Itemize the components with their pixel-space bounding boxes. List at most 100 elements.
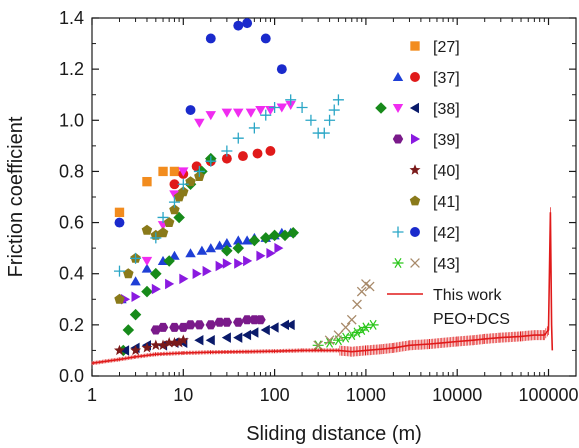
data-point — [178, 186, 189, 197]
series-8 — [114, 334, 189, 356]
data-point — [179, 273, 189, 285]
data-point — [221, 317, 233, 327]
data-point — [245, 108, 257, 118]
data-point — [114, 344, 125, 356]
data-point — [165, 278, 175, 290]
data-point — [157, 211, 169, 223]
data-point — [169, 204, 180, 215]
data-point — [269, 322, 279, 333]
data-point — [151, 283, 161, 295]
legend-label: [41] — [433, 194, 460, 211]
data-point — [285, 94, 297, 106]
data-point — [221, 244, 233, 257]
legend-label: [40] — [433, 163, 460, 180]
data-point — [333, 330, 344, 340]
data-point — [276, 64, 287, 75]
legend-label-line2: PEO+DCS — [433, 311, 510, 328]
data-point — [352, 299, 362, 310]
data-point — [268, 229, 281, 242]
data-point — [215, 260, 225, 272]
data-point — [150, 267, 162, 280]
y-tick-label: 1.0 — [59, 110, 84, 130]
legend-label: [27] — [433, 39, 460, 56]
data-point — [120, 345, 130, 356]
data-point — [173, 337, 185, 348]
data-point — [214, 240, 225, 250]
y-tick-label: 0.2 — [59, 315, 84, 335]
legend-label: This work — [433, 287, 502, 304]
legend-entry: [41] — [409, 194, 460, 211]
data-point — [193, 165, 205, 177]
data-point — [141, 285, 153, 298]
series-0 — [114, 166, 180, 218]
data-point — [260, 33, 271, 44]
data-point — [173, 211, 185, 224]
data-point — [279, 229, 291, 242]
data-point — [141, 342, 153, 353]
x-tick-label: 1000 — [346, 385, 386, 405]
legend-marker — [410, 258, 420, 268]
series-11 — [114, 18, 287, 228]
data-point — [233, 235, 244, 245]
data-point — [274, 242, 284, 254]
data-point — [233, 108, 244, 118]
data-point — [296, 102, 308, 113]
data-point — [255, 315, 266, 325]
data-point — [248, 234, 261, 247]
data-point — [150, 339, 162, 350]
data-point — [242, 329, 252, 341]
legend-marker — [392, 257, 404, 269]
x-tick-label: 10 — [173, 385, 193, 405]
data-point — [113, 265, 125, 277]
data-point — [196, 245, 208, 255]
data-point — [328, 104, 340, 116]
data-point — [332, 335, 344, 346]
data-point — [260, 109, 272, 121]
x-tick-label: 100000 — [518, 385, 578, 405]
x-tick-label: 1 — [87, 385, 97, 405]
data-point — [163, 337, 175, 348]
data-point — [141, 224, 153, 235]
data-point — [169, 179, 180, 190]
data-point — [163, 217, 175, 227]
data-point — [168, 196, 180, 208]
x-axis-title: Sliding distance (m) — [246, 423, 422, 445]
data-point — [141, 256, 153, 266]
data-point — [205, 111, 216, 121]
data-point — [169, 322, 180, 332]
data-point — [313, 340, 324, 351]
legend-label: [43] — [433, 256, 460, 273]
series-noise — [91, 207, 552, 366]
data-point — [221, 238, 233, 248]
data-point — [205, 155, 217, 167]
data-point — [256, 250, 266, 262]
y-tick-label: 0.4 — [59, 264, 84, 284]
data-point — [185, 320, 196, 330]
legend-marker — [410, 72, 420, 82]
series-14 — [91, 207, 554, 366]
series-10 — [113, 94, 344, 277]
series-6 — [150, 315, 266, 335]
data-point — [233, 332, 243, 343]
data-point — [305, 114, 317, 126]
data-point — [233, 20, 244, 31]
data-point — [130, 276, 141, 286]
series-7 — [121, 242, 284, 305]
data-point — [158, 166, 168, 177]
y-tick-label: 0.8 — [59, 161, 84, 181]
data-point — [232, 132, 244, 144]
legend-marker — [392, 134, 404, 144]
data-point — [324, 335, 335, 346]
data-point — [276, 103, 288, 113]
data-point — [324, 114, 336, 126]
series-12 — [312, 319, 379, 351]
data-point — [260, 324, 270, 336]
legend-entry: [42] — [392, 225, 460, 242]
data-point — [150, 232, 162, 244]
data-point — [285, 319, 295, 331]
legend-marker — [409, 195, 421, 206]
data-point — [237, 151, 248, 162]
y-tick-label: 1.4 — [59, 8, 84, 28]
y-tick-label: 1.2 — [59, 59, 84, 79]
